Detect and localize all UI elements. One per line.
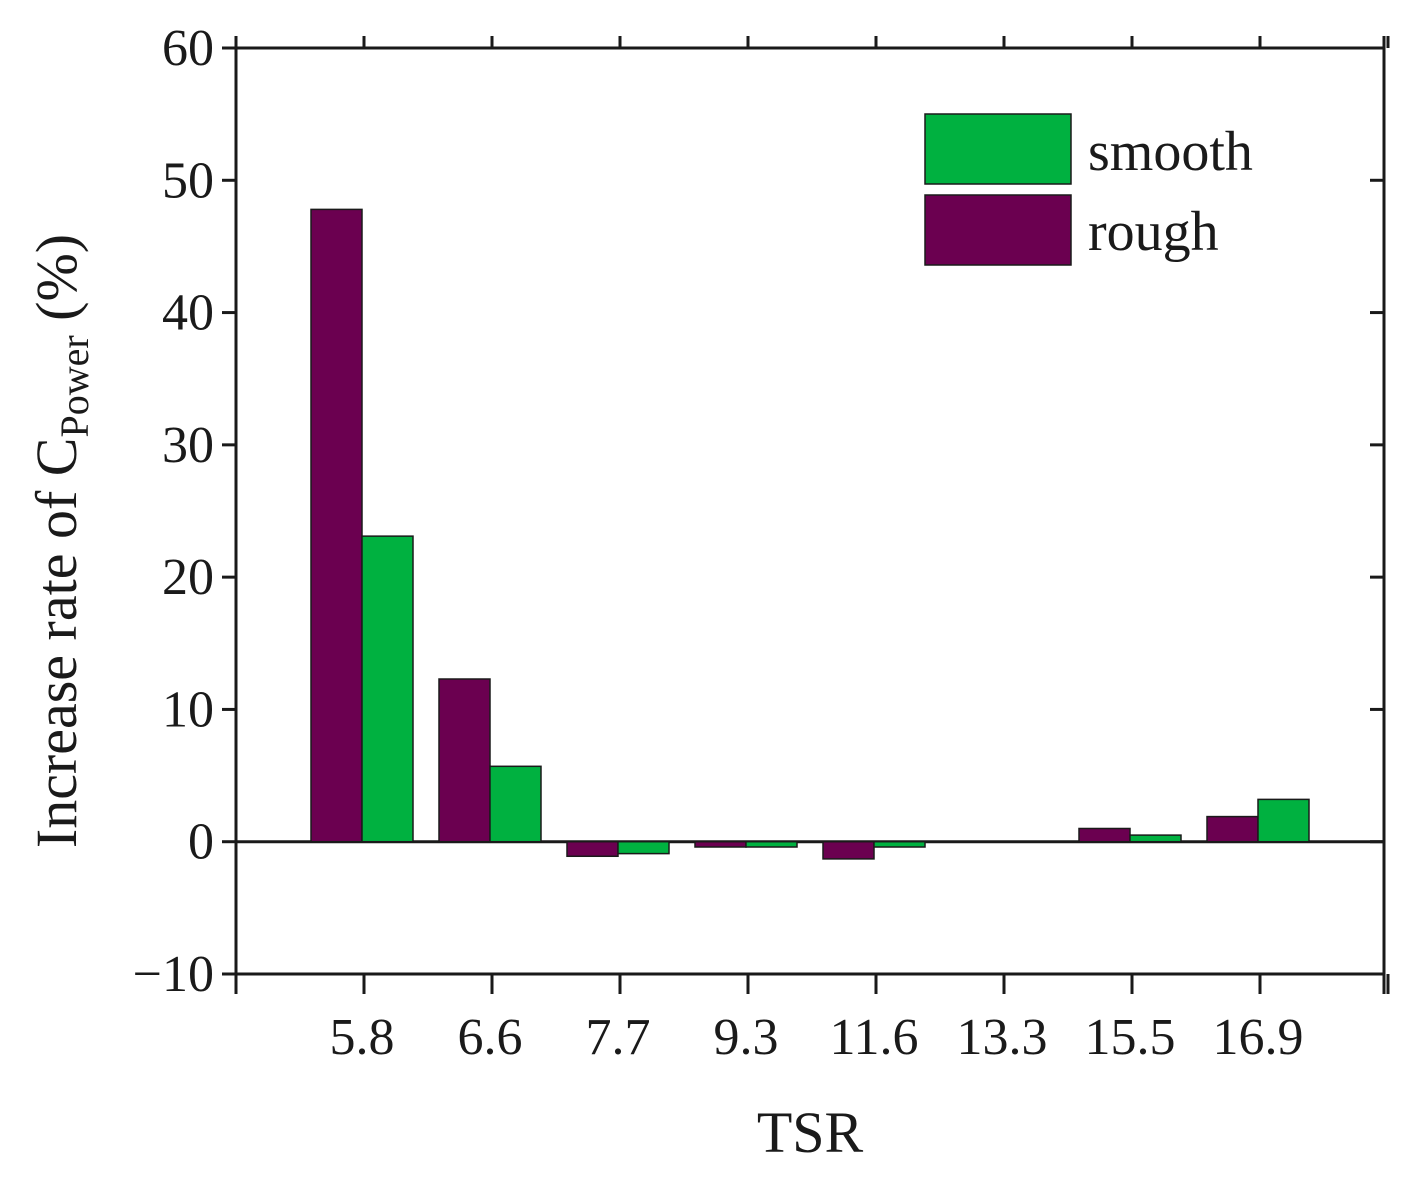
y-axis-ticks: −10 0 10 20 30 40 50 60 xyxy=(133,20,1384,1003)
plot-frame xyxy=(234,46,1386,976)
bar-smooth-7.7 xyxy=(617,840,670,855)
y-axis-title: Increase rate of CPower (%) xyxy=(24,234,97,848)
legend-label-rough: rough xyxy=(1088,201,1219,263)
y-axis-title-main: Increase rate of C xyxy=(24,438,89,849)
y-tick-label: 20 xyxy=(162,549,214,606)
x-tick-label: 5.8 xyxy=(330,1009,395,1066)
bar-rough-9.3 xyxy=(694,840,747,848)
legend-label-smooth: smooth xyxy=(1088,121,1253,183)
bar-rough-15.5 xyxy=(1078,827,1131,843)
y-tick-label: 10 xyxy=(162,681,214,738)
y-tick-label: −10 xyxy=(133,946,214,1003)
y-axis-title-suffix: (%) xyxy=(24,234,89,335)
bar-smooth-11.6 xyxy=(873,840,926,848)
y-tick-label: 40 xyxy=(162,285,214,342)
bars xyxy=(310,208,1310,860)
x-tick-label: 9.3 xyxy=(714,1009,779,1066)
legend-swatch-smooth xyxy=(924,113,1072,185)
x-tick-label: 11.6 xyxy=(829,1009,918,1066)
x-tick-label: 16.9 xyxy=(1213,1009,1304,1066)
bar-smooth-6.6 xyxy=(489,765,542,843)
bar-smooth-9.3 xyxy=(745,840,798,848)
y-axis-title-subscript: Power xyxy=(52,335,97,437)
x-tick-label: 13.3 xyxy=(957,1009,1048,1066)
bar-rough-6.6 xyxy=(438,678,491,843)
bar-rough-11.6 xyxy=(822,840,875,860)
legend: smooth rough xyxy=(924,113,1253,266)
y-tick-label: 60 xyxy=(162,20,214,77)
bar-smooth-5.8 xyxy=(361,535,414,843)
x-axis-ticks: 5.8 6.6 7.7 9.3 11.6 13.3 15.5 16.9 xyxy=(234,36,1390,1066)
bar-smooth-15.5 xyxy=(1129,834,1182,843)
bar-smooth-16.9 xyxy=(1257,798,1310,843)
legend-swatch-rough xyxy=(924,194,1072,266)
y-tick-label: 0 xyxy=(188,814,214,871)
bar-rough-5.8 xyxy=(310,208,363,843)
x-tick-label: 15.5 xyxy=(1085,1009,1176,1066)
x-axis-title: TSR xyxy=(757,1100,864,1165)
y-tick-label: 50 xyxy=(162,152,214,209)
x-tick-label: 6.6 xyxy=(458,1009,523,1066)
bar-rough-7.7 xyxy=(566,840,619,858)
x-tick-label: 7.7 xyxy=(586,1009,651,1066)
bar-rough-16.9 xyxy=(1206,815,1259,843)
y-tick-label: 30 xyxy=(162,417,214,474)
